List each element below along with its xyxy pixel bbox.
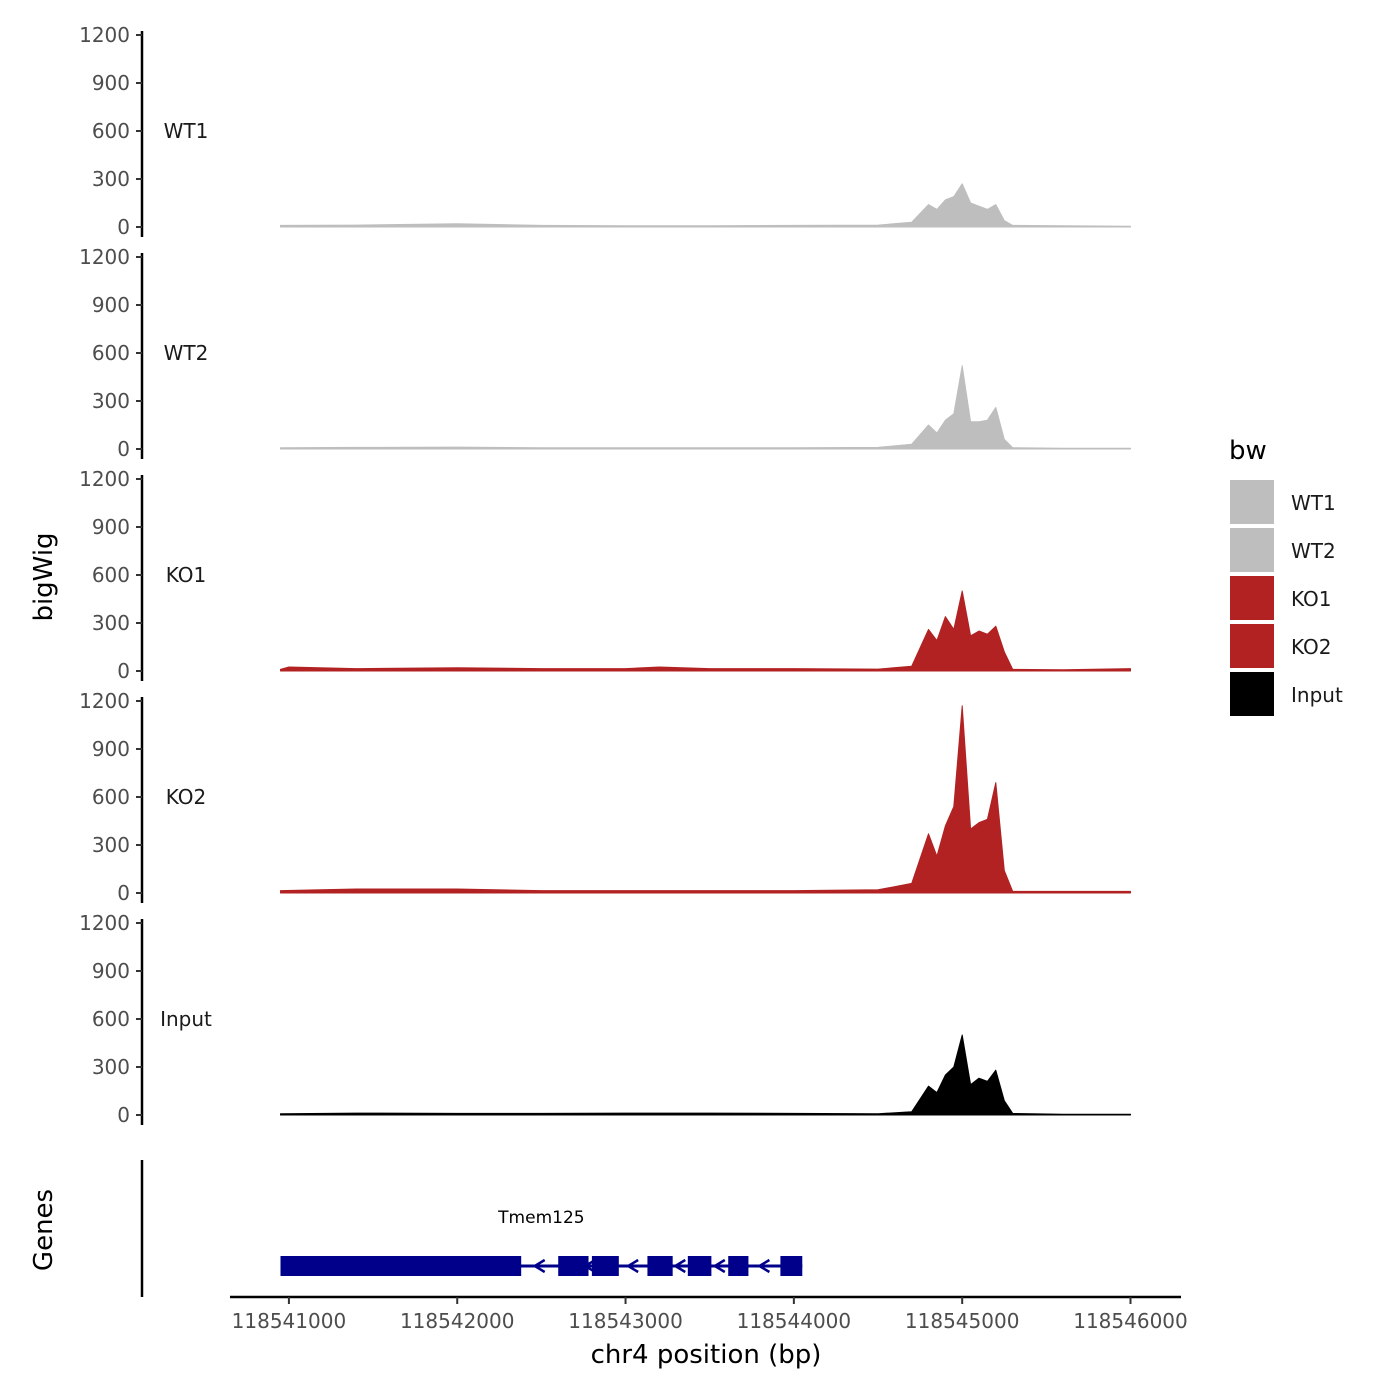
gene-exon — [687, 1256, 712, 1276]
x-tick-label: 118543000 — [568, 1309, 683, 1333]
y-tick-label: 600 — [92, 563, 130, 587]
track-label-wt2: WT2 — [164, 341, 209, 365]
area-ko1 — [280, 590, 1131, 672]
y-tick-label: 900 — [92, 293, 130, 317]
legend: bw WT1 WT2 KO1 KO2 Input — [1229, 436, 1343, 716]
x-tick-label: 118544000 — [737, 1309, 852, 1333]
y-tick-label: 300 — [92, 833, 130, 857]
y-tick-label: 900 — [92, 959, 130, 983]
legend-label: WT1 — [1291, 491, 1336, 515]
legend-entry-input: Input — [1230, 672, 1343, 716]
signal-tracks: 0 300 600 900 1200 WT1 0 300 600 900 1200 WT2 0 300 60… — [79, 23, 1131, 1127]
legend-entry-wt1: WT1 — [1230, 480, 1336, 524]
track-input: 0 300 600 900 1200 Input — [79, 911, 1131, 1127]
area-wt2 — [280, 365, 1131, 450]
y-tick-label: 600 — [92, 785, 130, 809]
y-tick-label: 300 — [92, 389, 130, 413]
legend-label: KO2 — [1291, 635, 1332, 659]
genes-axis-title: Genes — [29, 1189, 59, 1271]
x-axis: 118541000 118542000 118543000 118544000 1185… — [230, 1295, 1188, 1333]
track-label-ko2: KO2 — [166, 785, 207, 809]
area-wt1 — [280, 183, 1131, 228]
gene-exon — [647, 1256, 673, 1276]
legend-swatch — [1230, 528, 1274, 572]
y-tick-label: 0 — [117, 215, 130, 239]
gene-exon — [280, 1256, 522, 1276]
legend-swatch — [1230, 624, 1274, 668]
genes-panel: Tmem125 — [140, 1160, 803, 1297]
legend-title: bw — [1229, 436, 1267, 466]
y-tick-label: 900 — [92, 515, 130, 539]
legend-label: KO1 — [1291, 587, 1332, 611]
track-label-ko1: KO1 — [166, 563, 207, 587]
track-wt2: 0 300 600 900 1200 WT2 — [79, 245, 1131, 461]
y-tick-label: 0 — [117, 437, 130, 461]
y-tick-label: 300 — [92, 1055, 130, 1079]
legend-label: WT2 — [1291, 539, 1336, 563]
y-tick-label: 1200 — [79, 911, 130, 935]
gene-label: Tmem125 — [497, 1208, 584, 1228]
y-tick-label: 0 — [117, 659, 130, 683]
gene-exon — [728, 1256, 749, 1276]
track-label-input: Input — [160, 1007, 212, 1031]
y-tick-label: 300 — [92, 167, 130, 191]
y-tick-label: 600 — [92, 1007, 130, 1031]
gene-exon — [780, 1256, 803, 1276]
y-tick-label: 1200 — [79, 23, 130, 47]
y-tick-label: 0 — [117, 1103, 130, 1127]
y-tick-label: 600 — [92, 341, 130, 365]
legend-swatch — [1230, 480, 1274, 524]
area-ko2 — [280, 705, 1131, 894]
legend-swatch — [1230, 576, 1274, 620]
x-tick-label: 118542000 — [400, 1309, 515, 1333]
x-tick-label: 118546000 — [1073, 1309, 1188, 1333]
x-tick-label: 118541000 — [232, 1309, 347, 1333]
x-axis-title: chr4 position (bp) — [591, 1340, 822, 1370]
y-tick-label: 300 — [92, 611, 130, 635]
gene-tmem125: Tmem125 — [280, 1208, 803, 1276]
track-ko1: 0 300 600 900 1200 KO1 — [79, 467, 1131, 683]
y-tick-label: 600 — [92, 119, 130, 143]
gene-exon — [591, 1256, 619, 1276]
track-wt1: 0 300 600 900 1200 WT1 — [79, 23, 1131, 239]
strand-arrow — [672, 1258, 686, 1274]
strand-arrow — [756, 1258, 771, 1274]
legend-entry-ko1: KO1 — [1230, 576, 1332, 620]
legend-entry-ko2: KO2 — [1230, 624, 1332, 668]
legend-label: Input — [1291, 683, 1343, 707]
y-tick-label: 900 — [92, 737, 130, 761]
legend-swatch — [1230, 672, 1274, 716]
y-axis-title: bigWig — [29, 532, 59, 621]
strand-arrow — [532, 1258, 546, 1274]
strand-arrow — [625, 1258, 639, 1274]
track-label-wt1: WT1 — [164, 119, 209, 143]
y-tick-label: 900 — [92, 71, 130, 95]
y-tick-label: 1200 — [79, 467, 130, 491]
legend-entry-wt2: WT2 — [1230, 528, 1336, 572]
x-tick-label: 118545000 — [905, 1309, 1020, 1333]
track-ko2: 0 300 600 900 1200 KO2 — [79, 689, 1131, 905]
area-input — [280, 1034, 1131, 1116]
y-tick-label: 1200 — [79, 689, 130, 713]
strand-arrow — [712, 1258, 726, 1274]
gene-exon — [558, 1256, 589, 1276]
y-tick-label: 0 — [117, 881, 130, 905]
y-tick-label: 1200 — [79, 245, 130, 269]
